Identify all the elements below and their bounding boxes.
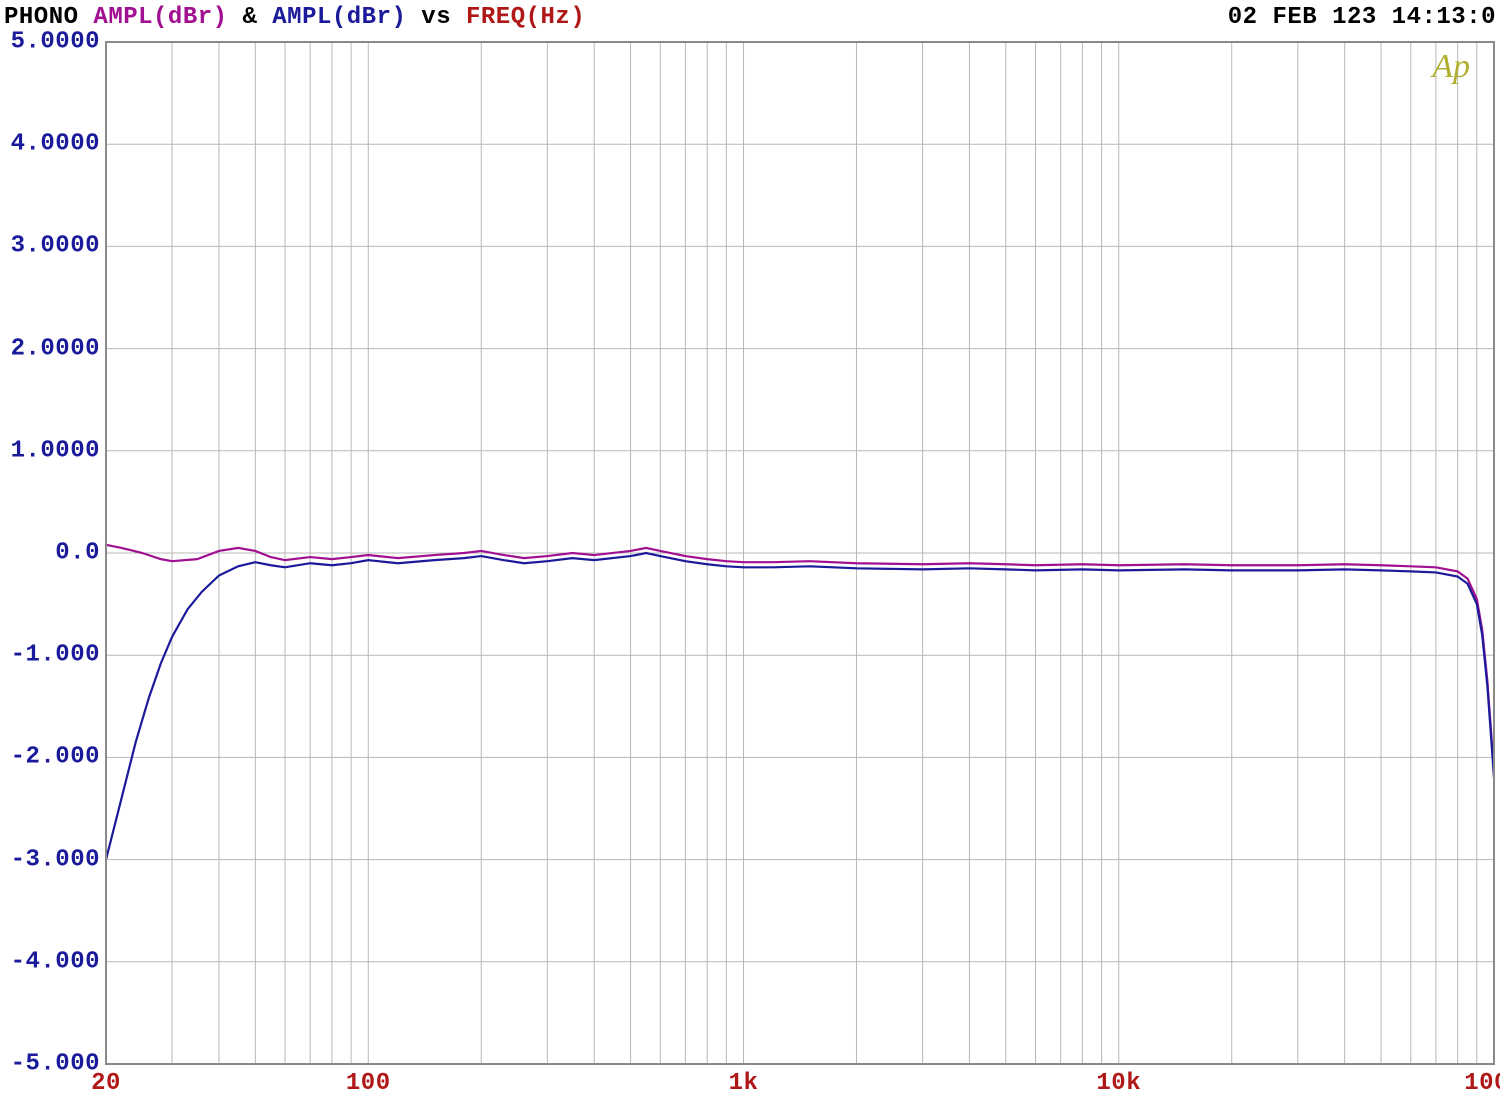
x-tick-label: 100k: [1464, 1070, 1500, 1097]
x-tick-label: 20: [91, 1070, 121, 1097]
x-axis-labels: 201001k10k100k: [0, 1070, 1494, 1110]
x-tick-label: 10k: [1096, 1070, 1141, 1097]
x-tick-label: 1k: [729, 1070, 759, 1097]
x-tick-label: 100: [346, 1070, 391, 1097]
chart-container: PHONO AMPL(dBr) & AMPL(dBr) vs FREQ(Hz) …: [0, 0, 1500, 1119]
plot-area: [0, 0, 1496, 1066]
